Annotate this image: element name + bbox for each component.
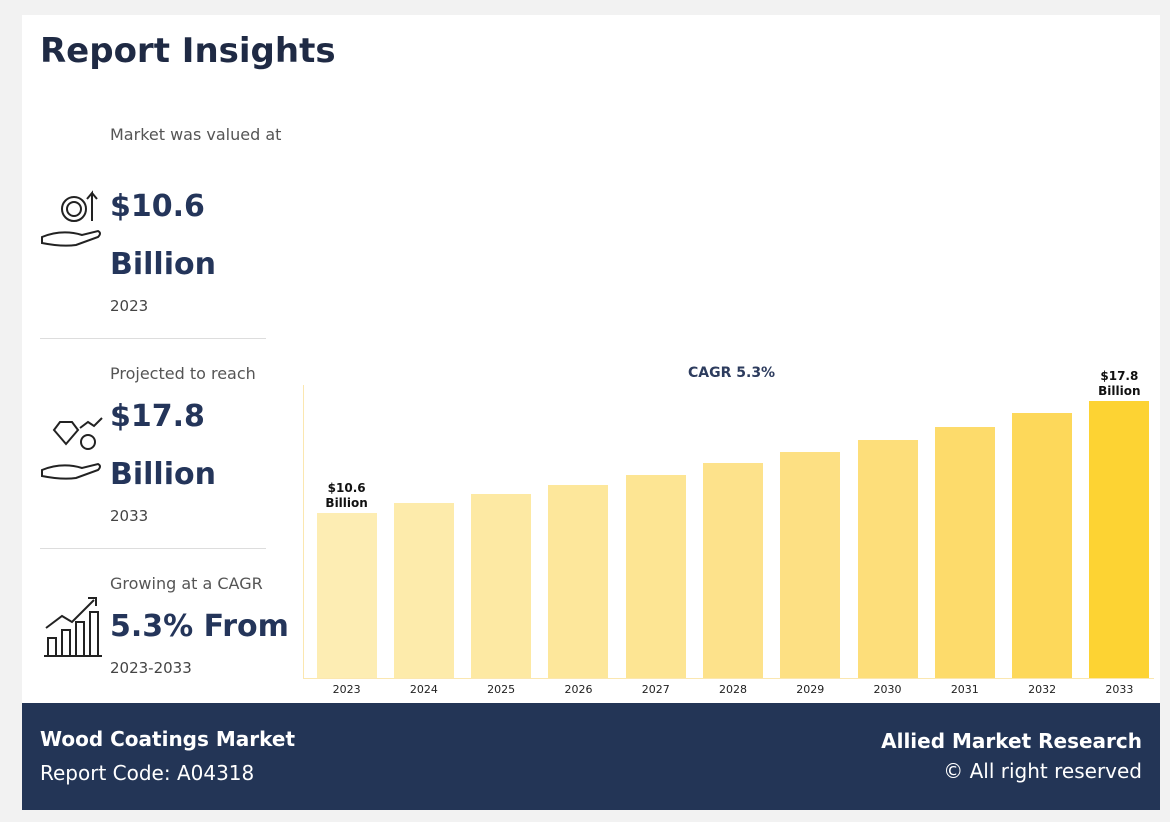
x-tick-label: 2024 — [409, 683, 438, 696]
bar — [471, 494, 532, 678]
plot-area: 2023 $10.6 Billion 2024 2025 2026 2027 2028 202… — [303, 369, 1154, 696]
title: Report Insights — [40, 31, 336, 71]
x-tick-label: 2033 — [1105, 683, 1134, 696]
stat-label: Projected to reach — [110, 364, 256, 383]
x-tick-label: 2023 — [332, 683, 361, 696]
annotation: CAGR 5.3% — [688, 365, 776, 381]
market-name: Wood Coatings Market — [40, 727, 296, 751]
bar — [934, 427, 995, 678]
bar — [625, 475, 686, 678]
icon-gem — [41, 417, 103, 480]
x-tick-label: 2026 — [564, 683, 593, 696]
stat-value: $10.6 Billion — [110, 189, 216, 282]
stat-value: $17.8 Billion — [110, 399, 216, 492]
bar — [780, 452, 841, 678]
stat-label: Growing at a CAGR — [110, 574, 263, 593]
brand: Allied Market Research — [881, 729, 1142, 753]
x-tick-label: 2025 — [487, 683, 516, 696]
value-label: $17.8 Billion — [1098, 368, 1141, 398]
stat-value: 5.3% From — [110, 609, 289, 644]
x-tick-label: 2028 — [719, 683, 747, 696]
value-label: $10.6 Billion — [325, 480, 368, 510]
stat-label: Market was valued at — [110, 125, 282, 144]
x-tick-label: 2029 — [796, 683, 825, 696]
bar — [316, 512, 377, 678]
footer: Wood Coatings Market Report Code: A04318… — [22, 703, 1160, 810]
bar — [393, 503, 454, 678]
icon-money — [41, 190, 101, 247]
stat-note: 2023 — [110, 297, 149, 315]
bar — [548, 484, 609, 678]
icon-growth — [44, 597, 102, 657]
bar — [1012, 413, 1073, 678]
divider — [40, 338, 266, 339]
bar — [1089, 400, 1150, 678]
stat-note: 2023-2033 — [110, 659, 192, 677]
x-tick-label: 2032 — [1028, 683, 1057, 696]
report-code: Report Code: A04318 — [40, 761, 255, 785]
stat-note: 2033 — [110, 507, 149, 525]
x-tick-label: 2031 — [950, 683, 979, 696]
bar — [857, 439, 918, 678]
x-tick-label: 2030 — [873, 683, 902, 696]
x-tick-label: 2027 — [641, 683, 670, 696]
rights: © All right reserved — [943, 759, 1142, 783]
bar — [703, 462, 763, 678]
card: Report Insights Market was valued at $10… — [22, 15, 1160, 810]
divider — [40, 548, 266, 549]
